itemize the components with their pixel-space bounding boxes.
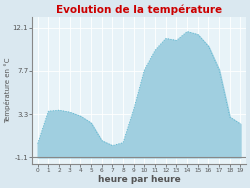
X-axis label: heure par heure: heure par heure	[98, 175, 180, 184]
Title: Evolution de la température: Evolution de la température	[56, 4, 222, 15]
Y-axis label: Température en °C: Température en °C	[4, 58, 11, 123]
